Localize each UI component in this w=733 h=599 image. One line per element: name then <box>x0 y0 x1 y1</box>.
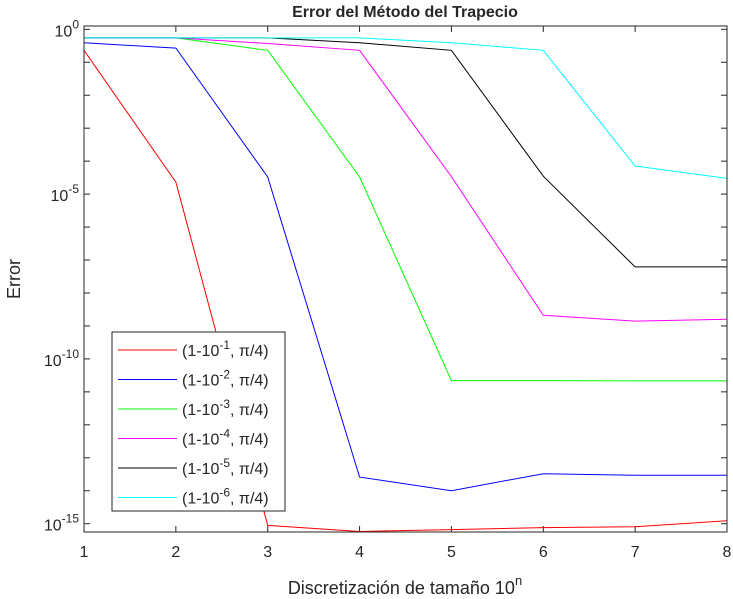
legend-item-4[interactable]: (1-10-4, π/4) <box>118 427 269 449</box>
series-line-3 <box>84 37 727 382</box>
x-tick-label: 6 <box>539 544 548 561</box>
legend-item-2[interactable]: (1-10-2, π/4) <box>118 368 269 390</box>
legend-label: (1-10-4, π/4) <box>182 427 269 449</box>
x-axis-label-exponent: n <box>515 573 522 588</box>
x-axis-label-text: Discretización de tamaño 10 <box>288 578 515 598</box>
legend-item-6[interactable]: (1-10-6, π/4) <box>118 486 269 508</box>
x-axis-label: Discretización de tamaño 10n <box>288 573 522 598</box>
y-axis-label: Error <box>4 259 24 299</box>
x-tick-label: 2 <box>171 544 180 561</box>
legend-label: (1-10-3, π/4) <box>182 397 269 419</box>
chart-title: Error del Método del Trapecio <box>292 4 518 21</box>
legend[interactable]: (1-10-1, π/4) (1-10-2, π/4) (1-10-3, π/4) (… <box>111 331 286 512</box>
series-line-4 <box>84 37 728 322</box>
legend-item-3[interactable]: (1-10-3, π/4) <box>118 397 269 419</box>
legend-item-5[interactable]: (1-10-5, π/4) <box>118 456 269 478</box>
x-tick-label: 8 <box>723 544 732 561</box>
y-tick-label: 100 <box>55 17 80 40</box>
x-tick-label: 5 <box>447 544 456 561</box>
legend-label: (1-10-2, π/4) <box>182 368 269 390</box>
series-line-1 <box>83 50 728 533</box>
y-tick-label: 10-10 <box>44 347 79 370</box>
legend-label: (1-10-1, π/4) <box>182 338 269 360</box>
x-tick-label: 3 <box>263 544 272 561</box>
y-tick-label: 10-15 <box>44 512 79 535</box>
legend-box <box>111 331 286 512</box>
legend-label: (1-10-6, π/4) <box>182 486 269 508</box>
series-line-2 <box>83 42 727 492</box>
legend-label: (1-10-5, π/4) <box>182 456 269 478</box>
x-tick-label: 1 <box>80 544 89 561</box>
x-tick-label: 4 <box>355 544 364 561</box>
axes-box <box>83 25 728 533</box>
y-tick-label: 10-5 <box>51 182 80 205</box>
legend-item-1[interactable]: (1-10-1, π/4) <box>118 338 269 360</box>
x-tick-label: 7 <box>631 544 640 561</box>
series-line-6 <box>84 37 728 179</box>
